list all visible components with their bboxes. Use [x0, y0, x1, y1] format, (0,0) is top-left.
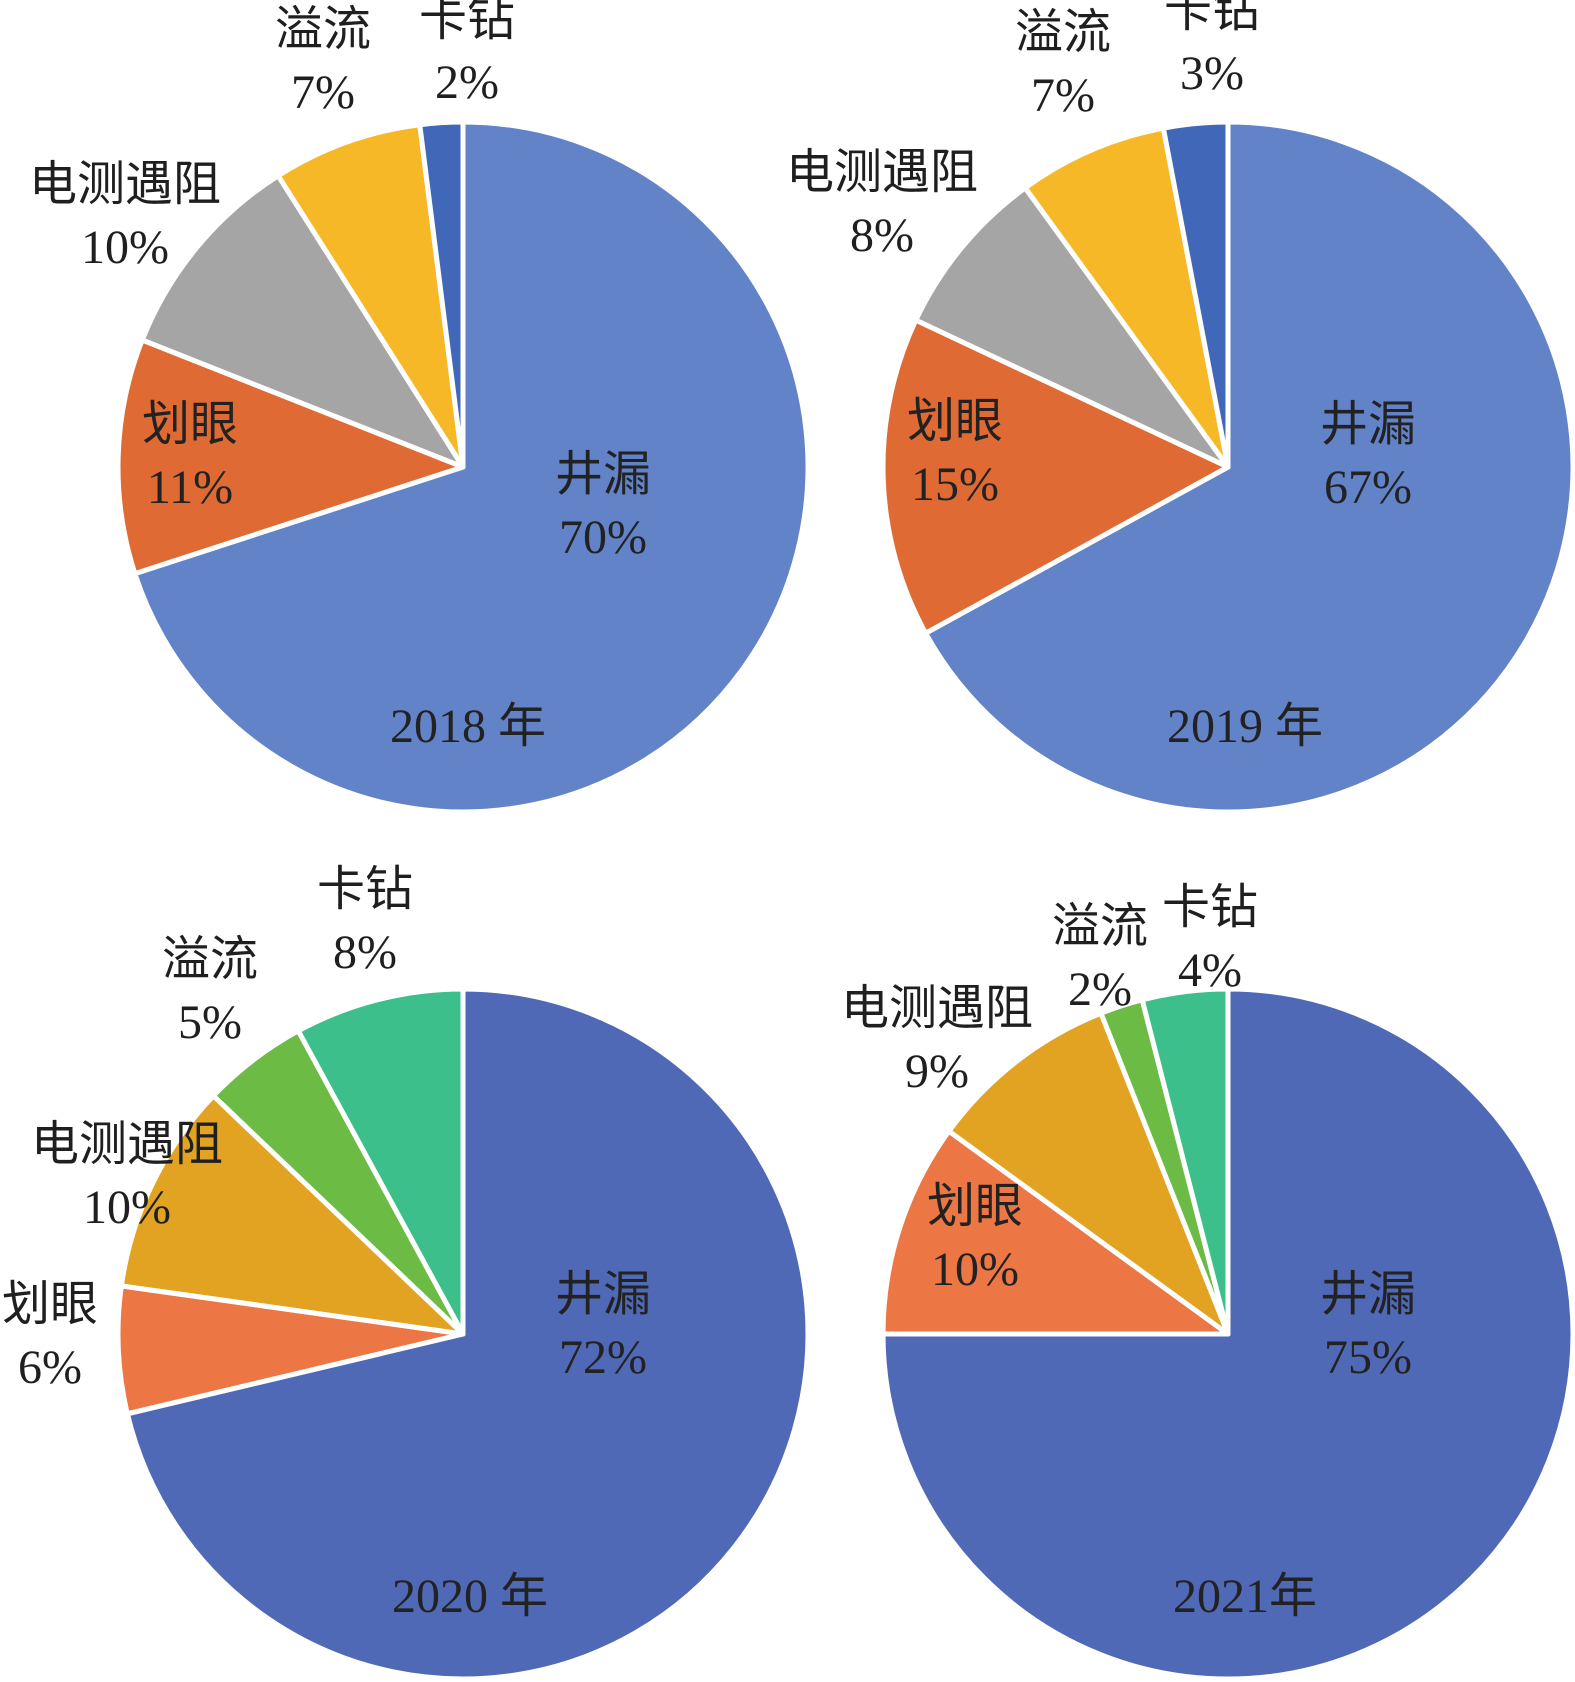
pie-slice-4-5: [1139, 986, 1231, 1337]
pie-slice-3-5: [295, 986, 466, 1337]
slice-label-name: 井漏: [1320, 1268, 1416, 1321]
slice-label-name: 划眼: [907, 395, 1003, 448]
pie-slice-2-3: [913, 185, 1231, 470]
slice-label-percent: 72%: [559, 1331, 647, 1384]
slice-label-percent: 2%: [1068, 963, 1132, 1016]
slice-label-name: 电测遇阻: [31, 1118, 223, 1171]
pie-slice-4-2: [880, 1128, 1231, 1337]
pie-chart-2: 井漏 67% 划眼 15% 电测遇阻 8% 溢流 7% 卡钻 3% 2019 年: [786, 0, 1575, 815]
slice-label-percent: 5%: [178, 996, 242, 1049]
pie-slice-1-3: [139, 173, 466, 470]
slice-label-percent: 7%: [291, 66, 355, 119]
slice-label-percent: 67%: [1324, 461, 1412, 514]
slice-label-name: 井漏: [555, 1268, 651, 1321]
pie-slice-1-1: [132, 119, 811, 815]
slice-label-percent: 8%: [333, 926, 397, 979]
slice-label-percent: 70%: [559, 511, 647, 564]
slice-label-percent: 8%: [850, 209, 914, 262]
slice-label-name: 电测遇阻: [29, 158, 221, 211]
slice-label-percent: 7%: [1031, 69, 1095, 122]
slice-label-percent: 10%: [81, 221, 169, 274]
slice-label-name: 溢流: [275, 3, 371, 56]
pie-chart-4: 井漏 75% 划眼 10% 电测遇阻 9% 溢流 2% 卡钻 4% 2021年: [841, 881, 1575, 1682]
chart-title: 2020 年: [392, 1570, 548, 1623]
slice-label-name: 溢流: [1015, 6, 1111, 59]
pie-slice-2-1: [923, 119, 1575, 815]
pie-slice-2-2: [880, 317, 1231, 636]
slice-label-name: 划眼: [927, 1180, 1023, 1233]
slice-label-percent: 9%: [905, 1045, 969, 1098]
slice-label-percent: 6%: [18, 1341, 82, 1394]
slice-label-percent: 4%: [1178, 944, 1242, 997]
chart-title: 2018 年: [390, 700, 546, 753]
slice-label-percent: 15%: [911, 458, 999, 511]
slice-label-name: 电测遇阻: [786, 146, 978, 199]
slice-label-percent: 2%: [435, 56, 499, 109]
chart-title: 2021年: [1173, 1570, 1317, 1623]
slice-label-name: 井漏: [1320, 398, 1416, 451]
slice-label-percent: 10%: [931, 1243, 1019, 1296]
slice-label-name: 划眼: [142, 398, 238, 451]
slice-label-name: 卡钻: [1164, 0, 1260, 37]
slice-label-name: 卡钻: [1162, 881, 1258, 934]
slice-label-name: 卡钻: [419, 0, 515, 46]
pie-chart-1: 井漏 70% 划眼 11% 电测遇阻 10% 溢流 7% 卡钻 2% 2018 年: [29, 0, 811, 815]
pie-slice-1-2: [115, 337, 466, 577]
pie-slice-3-3: [118, 1093, 466, 1337]
slice-label-name: 井漏: [555, 448, 651, 501]
slice-label-name: 溢流: [1052, 900, 1148, 953]
pie-slice-1-4: [275, 122, 466, 470]
pie-slice-4-1: [880, 986, 1575, 1682]
slice-label-name: 划眼: [2, 1278, 98, 1331]
pie-slice-4-3: [946, 1010, 1231, 1337]
pie-slice-1-5: [417, 119, 466, 470]
pie-slice-3-1: [124, 986, 811, 1682]
pie-slice-2-5: [1160, 119, 1231, 470]
slice-label-percent: 10%: [83, 1181, 171, 1234]
slice-label-percent: 3%: [1180, 47, 1244, 100]
chart-title: 2019 年: [1167, 700, 1323, 753]
slice-label-percent: 75%: [1324, 1331, 1412, 1384]
pie-chart-3: 井漏 72% 划眼 6% 电测遇阻 10% 溢流 5% 卡钻 8% 2020 年: [2, 863, 811, 1682]
slice-label-name: 溢流: [162, 933, 258, 986]
slice-label-percent: 11%: [147, 461, 233, 514]
slice-label-name: 卡钻: [317, 863, 413, 916]
slice-label-name: 电测遇阻: [841, 982, 1033, 1035]
